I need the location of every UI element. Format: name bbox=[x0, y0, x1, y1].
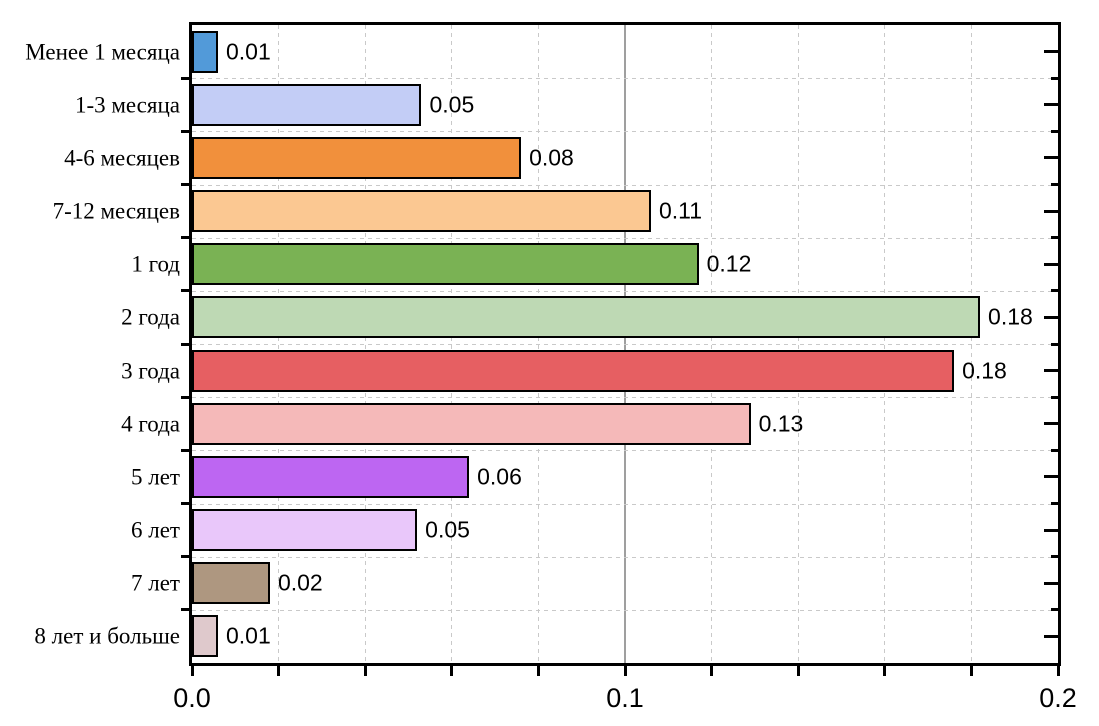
bar-value-label: 0.18 bbox=[962, 357, 1007, 384]
y-axis-boundary-tick-right bbox=[1051, 76, 1058, 80]
category-label: 1 год bbox=[131, 251, 180, 277]
y-axis-boundary-tick-right bbox=[1051, 342, 1058, 346]
bar-value-label: 0.01 bbox=[225, 38, 271, 65]
bar bbox=[192, 30, 218, 73]
y-axis-center-tick-right bbox=[1044, 369, 1058, 373]
y-axis-boundary-tick-left bbox=[181, 76, 189, 80]
y-axis-boundary-tick-right bbox=[1051, 608, 1058, 612]
y-axis-boundary-tick-right bbox=[1051, 555, 1058, 559]
category-boundary-gridline bbox=[192, 556, 1058, 558]
bar bbox=[192, 562, 270, 605]
x-axis-tick bbox=[363, 663, 367, 676]
x-axis-tick bbox=[969, 663, 973, 676]
bar-value-label: 0.01 bbox=[225, 622, 271, 649]
y-axis-center-tick-right bbox=[1044, 581, 1058, 585]
y-axis-boundary-tick-left bbox=[181, 129, 189, 133]
bar bbox=[192, 615, 218, 658]
x-axis-tick-label: 0.1 bbox=[606, 683, 644, 713]
category-label: 8 лет и больше bbox=[34, 623, 180, 649]
category-label: 4 года bbox=[121, 411, 180, 437]
y-axis-center-tick-right bbox=[1044, 156, 1058, 160]
y-axis-center-tick-right bbox=[1044, 315, 1058, 319]
category-boundary-gridline bbox=[192, 503, 1058, 505]
category-boundary-gridline bbox=[192, 184, 1058, 186]
bar-value-label: 0.11 bbox=[658, 197, 703, 224]
category-label: 4-6 месяцев bbox=[64, 145, 180, 171]
y-axis-boundary-tick-right bbox=[1051, 448, 1058, 452]
x-axis-tick bbox=[1056, 663, 1060, 676]
bar-value-label: 0.08 bbox=[529, 144, 574, 171]
category-label: 7-12 месяцев bbox=[52, 198, 180, 224]
x-axis-tick bbox=[190, 663, 194, 676]
y-axis-boundary-tick-left bbox=[181, 395, 189, 399]
category-boundary-gridline bbox=[192, 78, 1058, 80]
y-axis-boundary-tick-right bbox=[1051, 395, 1058, 399]
category-label: Менее 1 месяца bbox=[25, 39, 180, 65]
y-axis-center-tick-right bbox=[1044, 262, 1058, 266]
y-axis-boundary-tick-left bbox=[181, 342, 189, 346]
category-boundary-gridline bbox=[192, 131, 1058, 133]
bar bbox=[192, 243, 699, 286]
y-axis-center-tick-right bbox=[1044, 475, 1058, 479]
bar-value-label: 0.13 bbox=[758, 410, 804, 437]
bar bbox=[192, 509, 418, 552]
y-axis-boundary-tick-left bbox=[181, 236, 189, 240]
y-axis-boundary-tick-left bbox=[181, 448, 189, 452]
category-boundary-gridline bbox=[192, 397, 1058, 399]
y-axis-center-tick-right bbox=[1044, 528, 1058, 532]
x-axis-tick bbox=[796, 663, 800, 676]
bar bbox=[192, 402, 751, 445]
y-axis-boundary-tick-left bbox=[181, 183, 189, 186]
plot-area: 0.01 0.05 0.08 0.11 0.12 0.18 0.18 0.13 0.06 0.05… bbox=[173, 22, 1077, 712]
bar bbox=[192, 349, 955, 392]
y-axis-center-tick-right bbox=[1044, 209, 1058, 213]
category-boundary-gridline bbox=[192, 344, 1058, 345]
y-axis-boundary-tick-left bbox=[181, 289, 189, 293]
x-axis-tick bbox=[277, 663, 281, 676]
category-boundary-gridline bbox=[192, 609, 1058, 611]
bar bbox=[192, 83, 422, 126]
bar-value-label: 0.12 bbox=[706, 250, 752, 277]
bar bbox=[192, 190, 651, 233]
category-boundary-gridline bbox=[192, 450, 1058, 452]
category-boundary-gridline bbox=[192, 290, 1058, 292]
y-axis-center-tick-right bbox=[1044, 634, 1058, 638]
bar bbox=[192, 136, 522, 179]
x-axis-tick bbox=[710, 663, 714, 676]
category-label: 5 лет bbox=[131, 464, 180, 490]
bar bbox=[192, 455, 470, 498]
x-axis-tick bbox=[623, 663, 627, 676]
x-axis-tick-label: 0.0 bbox=[173, 683, 211, 713]
x-axis-tick bbox=[450, 663, 454, 676]
bar-value-label: 0.05 bbox=[425, 516, 470, 543]
x-axis-tick bbox=[536, 663, 540, 676]
y-axis-boundary-tick-left bbox=[181, 608, 189, 612]
category-label: 6 лет bbox=[131, 517, 180, 543]
x-axis-tick bbox=[883, 663, 887, 676]
category-boundary-gridline bbox=[192, 237, 1058, 239]
y-axis-boundary-tick-left bbox=[181, 502, 189, 505]
bar-value-label: 0.06 bbox=[477, 463, 522, 490]
y-axis-boundary-tick-right bbox=[1051, 129, 1058, 133]
y-axis-boundary-tick-right bbox=[1051, 183, 1058, 186]
y-axis-center-tick-right bbox=[1044, 50, 1058, 54]
y-axis-center-tick-right bbox=[1044, 422, 1058, 426]
y-axis-center-tick-right bbox=[1044, 103, 1058, 107]
y-axis-boundary-tick-right bbox=[1051, 236, 1058, 240]
bar-value-label: 0.18 bbox=[988, 303, 1033, 330]
category-label: 7 лет bbox=[131, 570, 180, 596]
category-label: 3 года bbox=[121, 358, 180, 384]
category-label: 1-3 месяца bbox=[74, 92, 180, 118]
y-axis-boundary-tick-right bbox=[1051, 502, 1058, 505]
y-axis-boundary-tick-right bbox=[1051, 289, 1058, 293]
bar bbox=[192, 296, 981, 339]
y-axis-boundary-tick-left bbox=[181, 555, 189, 559]
category-label: 2 года bbox=[121, 304, 180, 330]
bar-value-label: 0.05 bbox=[429, 91, 475, 118]
bar-value-label: 0.02 bbox=[277, 569, 323, 596]
x-axis-tick-label: 0.2 bbox=[1039, 683, 1077, 713]
